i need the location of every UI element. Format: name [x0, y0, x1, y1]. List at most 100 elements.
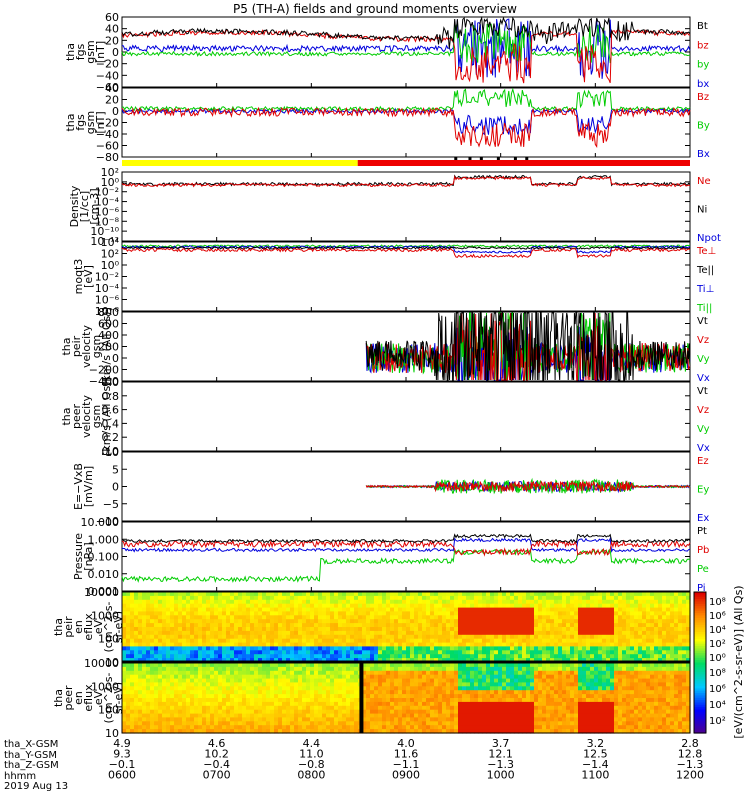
spectrogram-cell [122, 663, 127, 668]
spectrogram-cell [122, 701, 127, 707]
spectrogram-cell [154, 686, 159, 691]
spectrogram-cell [318, 666, 323, 672]
spectrogram-cell [194, 592, 199, 597]
spectrogram-cell [122, 713, 127, 719]
spectrogram-cell [638, 623, 643, 628]
spectrogram-cell [154, 595, 159, 601]
spectrogram-cell [150, 611, 155, 616]
spectrogram-cell [454, 690, 459, 695]
spectrogram-cell [210, 682, 215, 687]
spectrogram-cell [170, 615, 175, 620]
spectrogram-cell [346, 701, 351, 707]
spectrogram-cell [474, 705, 479, 711]
spectrogram-cell [310, 654, 315, 659]
spectrogram-cell [254, 686, 259, 691]
spectrogram-cell [338, 670, 343, 676]
spectrogram-cell [142, 638, 147, 644]
spectrogram-cell [202, 694, 207, 699]
spectrogram-cell [122, 729, 127, 734]
spectrogram-cell [134, 595, 139, 601]
spectrogram-cell [386, 666, 391, 672]
spectrogram-cell [126, 627, 131, 632]
spectrogram-cell [422, 690, 427, 695]
spectrogram-cell [534, 663, 539, 668]
spectrogram-cell [482, 729, 487, 734]
spectrogram-cell [302, 690, 307, 695]
spectrogram-cell [518, 654, 523, 659]
spectrogram-cell [510, 690, 515, 695]
spectrogram-cell [574, 670, 579, 676]
spectrogram-cell [634, 607, 639, 613]
spectrogram-cell [254, 603, 259, 609]
spectrogram-cell [162, 709, 167, 715]
spectrogram-cell [270, 717, 275, 722]
spectrogram-cell [266, 634, 271, 640]
spectrogram-cell [246, 627, 251, 632]
spectrogram-cell [194, 717, 199, 722]
spectrogram-cell [562, 670, 567, 676]
spectrogram-cell [258, 666, 263, 672]
spectrogram-cell [522, 686, 527, 691]
spectrogram-cell [418, 619, 423, 624]
spectrogram-cell [202, 607, 207, 613]
spectrogram-cell [138, 690, 143, 695]
spectrogram-cell [646, 654, 651, 659]
spectrogram-cell [546, 627, 551, 632]
spectrogram-cell [466, 729, 471, 734]
spectrogram-cell [366, 650, 371, 655]
spectrogram-cell [454, 615, 459, 620]
spectrogram-cell [310, 713, 315, 719]
spectrogram-cell [550, 619, 555, 624]
spectrogram-cell [334, 663, 339, 668]
spectrogram-cell [330, 713, 335, 719]
spectrogram-cell [274, 698, 279, 703]
spectrogram-cell [434, 698, 439, 703]
spectrogram-cell [330, 638, 335, 644]
spectrogram-cell [486, 663, 491, 668]
spectrogram-cell [634, 611, 639, 616]
spectrogram-cell [230, 592, 235, 597]
spectrogram-cell [474, 682, 479, 687]
spectrogram-cell [290, 725, 295, 730]
spectrogram-cell [310, 646, 315, 651]
spectrogram-cell [238, 701, 243, 707]
spectrogram-cell [602, 627, 607, 632]
spectrogram-cell [122, 603, 127, 609]
spectrogram-cell [582, 642, 587, 648]
spectrogram-cell [222, 678, 227, 684]
spectrogram-cell [518, 642, 523, 648]
spectrogram-cell [562, 646, 567, 651]
spectrogram-cell [506, 698, 511, 703]
spectrogram-cell [238, 630, 243, 636]
spectrogram-cell [150, 646, 155, 651]
spectrogram-cell [598, 603, 603, 609]
spectrogram-cell [310, 595, 315, 601]
spectrogram-cell [278, 638, 283, 644]
spectrogram-cell [626, 615, 631, 620]
spectrogram-cell [390, 729, 395, 734]
spectrogram-cell [266, 686, 271, 691]
spectrogram-cell [554, 701, 559, 707]
spectrogram-cell [366, 658, 371, 663]
spectrogram-cell [550, 705, 555, 711]
spectrogram-cell [434, 615, 439, 620]
spectrogram-cell [186, 705, 191, 711]
spectrogram-cell [586, 611, 591, 616]
spectrogram-cell [406, 607, 411, 613]
spectrogram-cell [350, 678, 355, 684]
spectrogram-cell [554, 690, 559, 695]
spectrogram-cell [214, 603, 219, 609]
spectrogram-cell [494, 654, 499, 659]
spectrogram-cell [686, 603, 691, 609]
spectrogram-cell [306, 721, 311, 726]
spectrogram-cell [482, 611, 487, 616]
spectrogram-cell [654, 595, 659, 601]
spectrogram-cell [494, 705, 499, 711]
spectrogram-cell [394, 658, 399, 663]
spectrogram-cell [366, 607, 371, 613]
spectrogram-cell [278, 619, 283, 624]
spectrogram-cell [442, 709, 447, 715]
spectrogram-cell [602, 615, 607, 620]
spectrogram-cell [294, 725, 299, 730]
spectrogram-cell [446, 690, 451, 695]
